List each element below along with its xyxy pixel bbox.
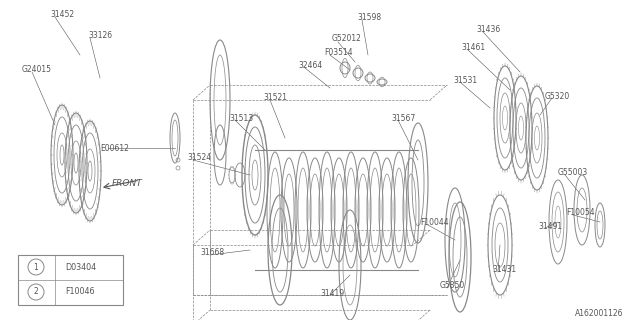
Text: 31598: 31598 [357,12,381,21]
Text: 2: 2 [34,287,38,297]
Bar [18,255,123,305]
Text: G55003: G55003 [558,167,588,177]
Text: 31419: 31419 [320,289,344,298]
Text: FRONT: FRONT [112,179,143,188]
Text: G5320: G5320 [545,92,570,100]
Text: 31567: 31567 [391,114,415,123]
Text: 31452: 31452 [50,10,74,19]
Text: F10044: F10044 [420,218,449,227]
Text: 31461: 31461 [461,43,485,52]
Text: 31524: 31524 [187,153,211,162]
Text: 31491: 31491 [538,221,562,230]
Text: E00612: E00612 [100,143,129,153]
Circle shape [28,284,44,300]
Text: 31521: 31521 [263,92,287,101]
Text: 1: 1 [34,262,38,271]
Text: 32464: 32464 [298,60,323,69]
Text: 31531: 31531 [453,76,477,84]
Text: 33126: 33126 [88,30,112,39]
Text: 31436: 31436 [476,25,500,34]
Text: G5850: G5850 [440,282,465,291]
Text: D03404: D03404 [65,262,96,271]
Text: G24015: G24015 [22,65,52,74]
Circle shape [28,259,44,275]
Text: F03514: F03514 [324,47,353,57]
Text: G52012: G52012 [332,34,362,43]
Text: F10054: F10054 [566,207,595,217]
Text: 31431: 31431 [492,266,516,275]
Text: A162001126: A162001126 [575,308,623,317]
Text: 31668: 31668 [200,247,224,257]
Text: F10046: F10046 [65,287,95,297]
Text: 31513: 31513 [229,114,253,123]
